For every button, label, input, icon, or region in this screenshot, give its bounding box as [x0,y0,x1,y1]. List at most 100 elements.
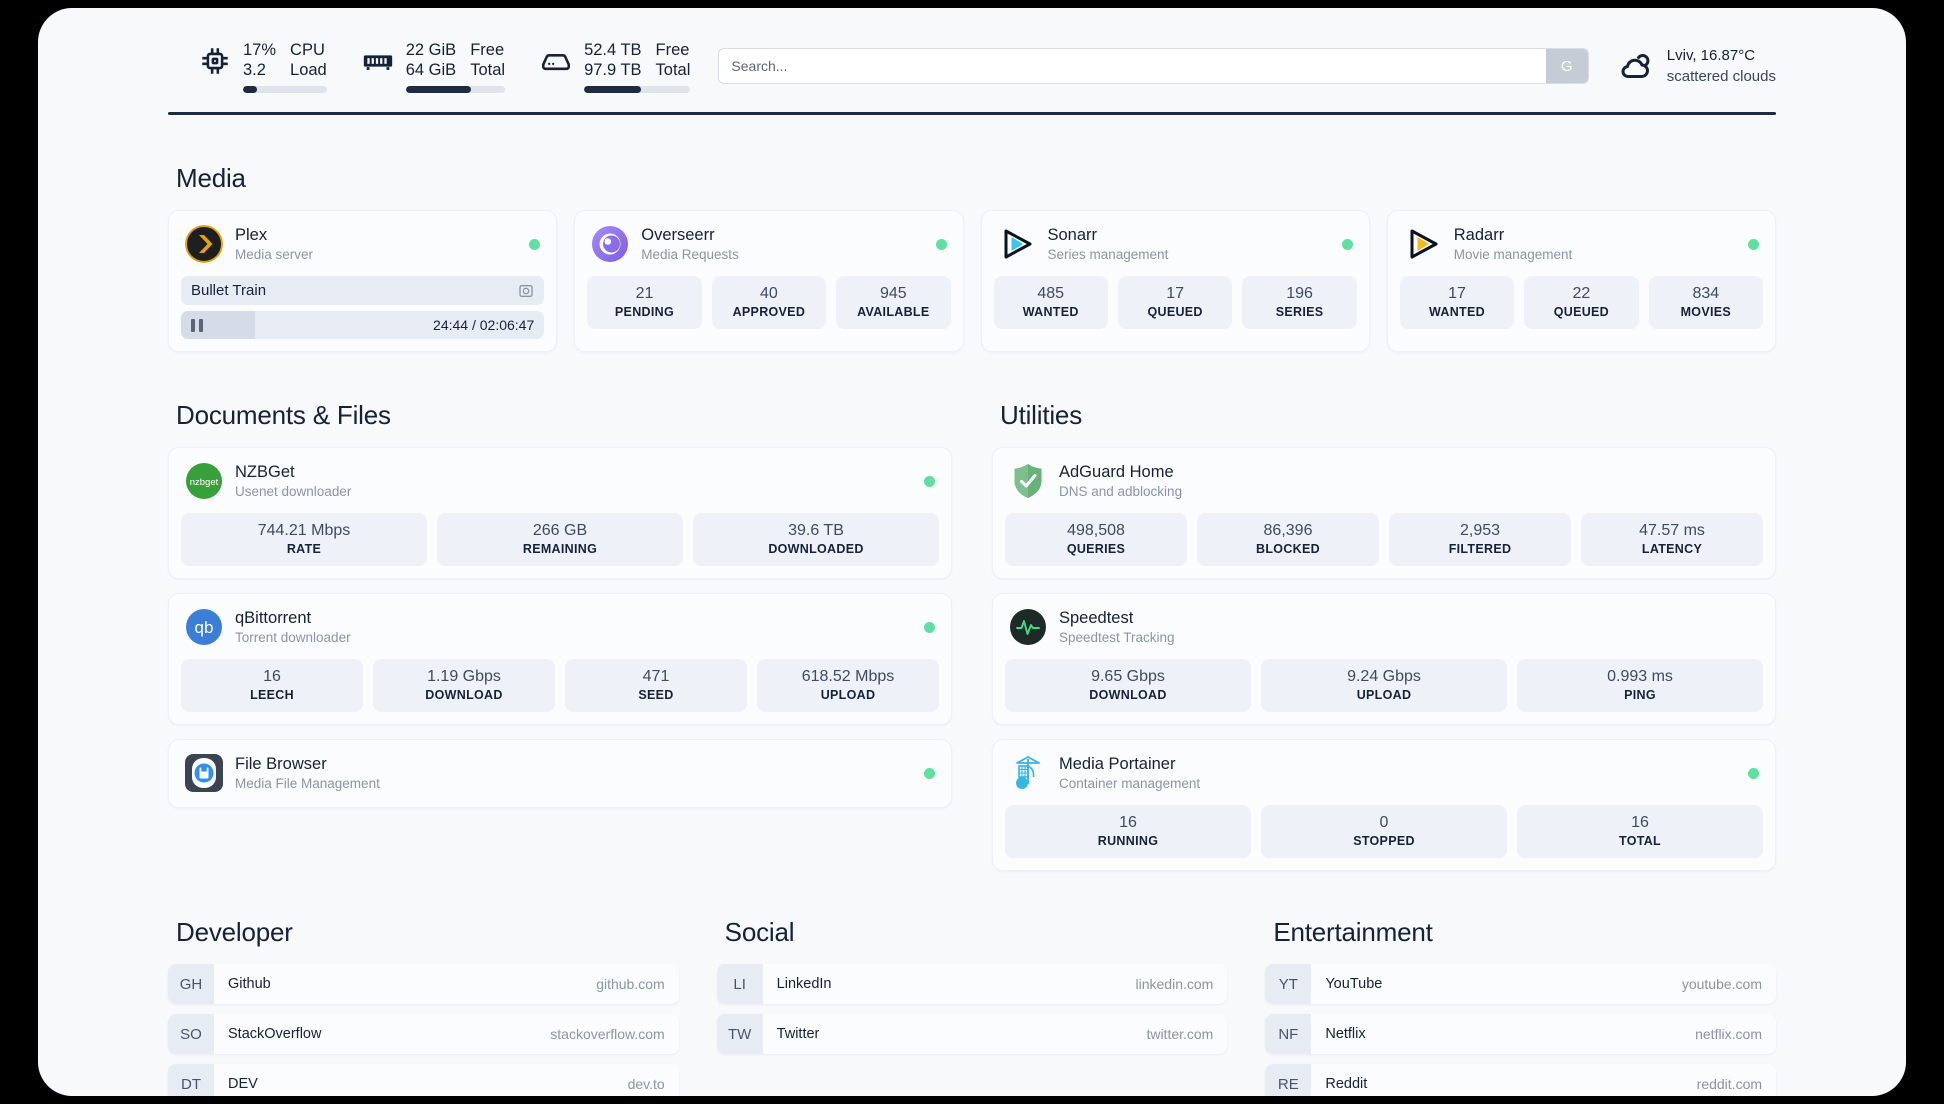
stat-label: QUEUED [1553,305,1610,319]
service-card-nzbget[interactable]: nzbget NZBGet Usenet downloader 74 [168,447,952,579]
radarr-title: Radarr [1453,226,1505,244]
nzbget-title: NZBGet [235,463,295,481]
plex-progress-bar[interactable]: 24:44 / 02:06:47 [181,311,545,339]
stat-label: WANTED [1022,305,1079,319]
stat-label: QUEUED [1147,305,1203,319]
bookmark-item[interactable]: LI LinkedIn linkedin.com [716,964,1228,1004]
overseerr-subtitle: Media Requests [641,247,739,262]
stat-pill: 744.21 Mbps RATE [181,513,427,566]
stat-pill: 47.57 ms LATENCY [1581,513,1763,566]
bookmark-group-developer: Developer GH Github github.com SO StackO… [168,917,679,1096]
stat-value: 47.57 ms [1639,522,1705,539]
service-card-filebrowser[interactable]: File Browser Media File Management [168,739,952,808]
search-submit-button[interactable]: G [1545,49,1588,83]
stat-pill: 945 AVAILABLE [836,276,951,329]
bookmark-url: twitter.com [1146,1026,1214,1042]
bookmark-item[interactable]: YT YouTube youtube.com [1265,964,1777,1004]
section-title-documents: Documents & Files [176,400,391,430]
stat-label: FILTERED [1448,542,1512,556]
service-card-overseerr[interactable]: Overseerr Media Requests 21 PENDING 40 A… [574,210,964,352]
utilities-column: Utilities [992,352,1776,871]
bookmark-item[interactable]: TW Twitter twitter.com [716,1014,1228,1054]
bookmark-group-entertainment: Entertainment YT YouTube youtube.com NF … [1265,917,1777,1096]
qbittorrent-title: qBittorrent [235,609,312,627]
stat-pill: 485 WANTED [993,276,1108,329]
pause-icon[interactable] [191,318,203,332]
media-card-grid: Plex Media server Bullet Train [168,210,1776,352]
service-card-qbittorrent[interactable]: qb qBittorrent Torrent downloader [168,593,952,725]
stat-pill: 9.65 Gbps DOWNLOAD [1005,659,1251,712]
speedtest-subtitle: Speedtest Tracking [1059,630,1175,645]
bookmark-name: LinkedIn [776,976,832,992]
memory-value-1: 22 GiB [405,40,457,59]
stat-value: 1.19 Gbps [427,668,501,685]
plex-now-playing-row: Bullet Train [181,276,545,305]
stat-cpu: 17% 3.2 CPU Load [198,40,327,93]
service-card-speedtest[interactable]: Speedtest Speedtest Tracking 9.65 Gbps D… [992,593,1776,725]
cloud-icon [1617,47,1655,85]
stat-value: 21 [635,285,654,302]
search-input[interactable] [719,49,1546,83]
bookmark-item[interactable]: GH Github github.com [168,964,679,1004]
memory-label-1: Free [470,40,505,59]
service-card-portainer[interactable]: Media Portainer Container management 16 … [992,739,1776,871]
bookmark-item[interactable]: RE Reddit reddit.com [1265,1064,1777,1096]
bookmark-abbr: NF [1265,1014,1312,1054]
bookmark-url: github.com [596,976,665,992]
service-card-sonarr[interactable]: Sonarr Series management 485 WANTED 17 Q… [980,210,1370,352]
nzbget-subtitle: Usenet downloader [235,484,352,499]
bookmark-name: YouTube [1325,976,1383,992]
bookmark-item[interactable]: NF Netflix netflix.com [1265,1014,1777,1054]
stat-label: BLOCKED [1256,542,1320,556]
adguard-stats: 498,508 QUERIES 86,396 BLOCKED 2,953 FIL… [1005,513,1763,566]
stat-label: UPLOAD [820,688,876,702]
stat-label: SERIES [1275,305,1324,319]
filebrowser-status-indicator [924,767,935,779]
dashboard-content: Media Plex Media server [38,163,1906,1096]
cast-icon[interactable] [518,283,534,299]
weather-widget: Lviv, 16.87°C scattered clouds [1617,45,1776,87]
stat-value: 485 [1037,285,1065,302]
service-card-radarr[interactable]: Radarr Movie management 17 WANTED 22 QUE… [1386,210,1776,352]
portainer-icon [1009,754,1047,792]
stat-pill: 266 GB REMAINING [437,513,683,566]
bookmark-url: reddit.com [1696,1076,1763,1092]
cpu-label-2: Load [290,60,327,79]
stat-value: 2,953 [1459,522,1501,539]
stat-label: DOWNLOAD [425,688,503,702]
weather-condition: scattered clouds [1666,68,1776,85]
stat-label: QUERIES [1066,542,1126,556]
dashboard-page: 17% 3.2 CPU Load [38,8,1906,1096]
qbittorrent-stats: 16 LEECH 1.19 Gbps DOWNLOAD 471 SEED [181,659,939,712]
plex-subtitle: Media server [235,247,314,262]
stat-memory: 22 GiB 64 GiB Free Total [361,40,506,93]
bookmark-name: Twitter [776,1026,820,1042]
stat-value: 744.21 Mbps [257,522,351,539]
storage-usage-bar [584,85,691,93]
service-card-plex[interactable]: Plex Media server Bullet Train [168,210,558,352]
qbittorrent-subtitle: Torrent downloader [235,630,351,645]
bookmark-item[interactable]: SO StackOverflow stackoverflow.com [168,1014,679,1054]
stat-pill: 21 PENDING [587,276,702,329]
stat-label: STOPPED [1353,834,1415,848]
service-card-adguard[interactable]: AdGuard Home DNS and adblocking 498,508 … [992,447,1776,579]
filebrowser-title: File Browser [235,755,327,773]
bookmark-abbr: DT [168,1064,214,1096]
stat-label: RATE [286,542,322,556]
portainer-status-indicator [1748,767,1759,779]
stat-pill: 17 QUEUED [1117,276,1233,329]
stat-pill: 86,396 BLOCKED [1197,513,1379,566]
search-box[interactable]: G [718,48,1589,84]
stat-value: 9.24 Gbps [1347,668,1421,685]
radarr-subtitle: Movie management [1453,247,1573,262]
stat-label: AVAILABLE [857,305,930,319]
stat-pill: 471 SEED [565,659,747,712]
bookmark-item[interactable]: DT DEV dev.to [168,1064,679,1096]
speedtest-title: Speedtest [1059,609,1134,627]
stat-pill: 618.52 Mbps UPLOAD [757,659,939,712]
bookmark-abbr: LI [716,964,763,1004]
stat-value: 266 GB [532,522,588,539]
nzbget-status-indicator [924,475,935,487]
stat-value: 618.52 Mbps [801,668,895,685]
portainer-subtitle: Container management [1059,776,1201,791]
